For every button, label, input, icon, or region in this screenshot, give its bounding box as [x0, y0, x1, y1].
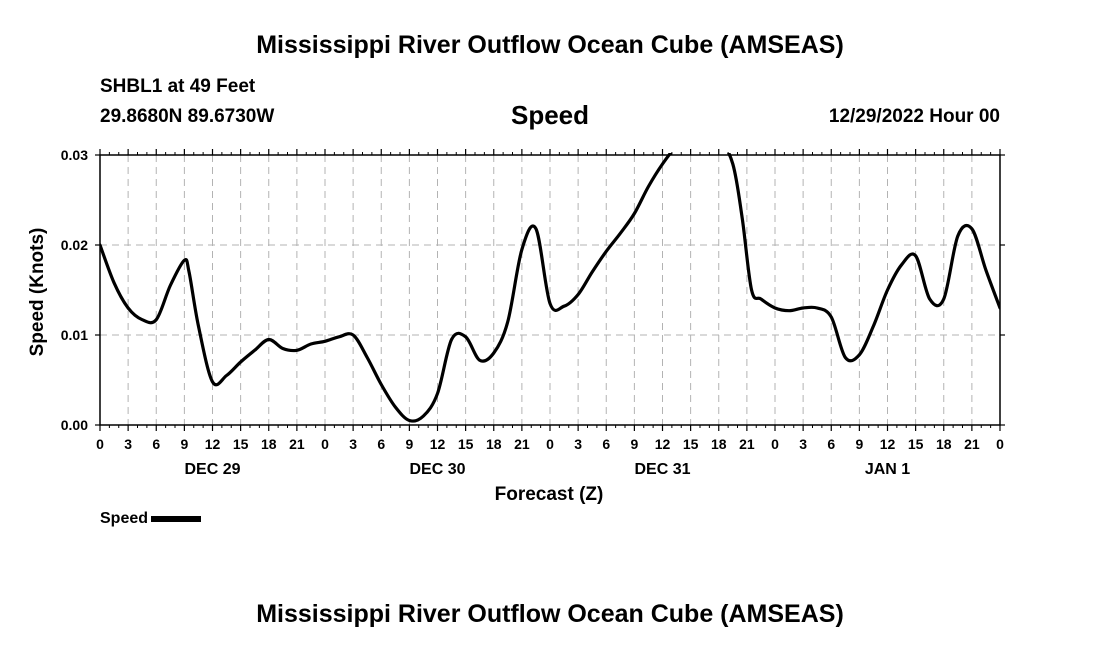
x-tick-label: 18 — [486, 436, 502, 452]
x-tick-label: 0 — [996, 436, 1004, 452]
x-tick-label: 21 — [514, 436, 530, 452]
coordinates-label: 29.8680N 89.6730W — [100, 106, 275, 127]
x-tick-label: 6 — [827, 436, 835, 452]
x-tick-label: 15 — [908, 436, 924, 452]
x-tick-label: 21 — [289, 436, 305, 452]
x-tick-label: 3 — [349, 436, 357, 452]
x-tick-label: 18 — [711, 436, 727, 452]
chart-area: 0.00 0.01 0.02 0.03 0 3 6 9 12 15 18 21 0 3 6 9 12 15 18 2… — [27, 147, 1005, 505]
legend-swatch — [151, 516, 202, 522]
y-tick-label: 0.03 — [61, 147, 88, 163]
x-tick-label: 0 — [546, 436, 554, 452]
chart-title: Mississippi River Outflow Ocean Cube (AM… — [256, 31, 844, 59]
x-tick-label: 21 — [739, 436, 755, 452]
day-labels: DEC 29 DEC 30 DEC 31 JAN 1 — [184, 461, 910, 478]
y-tick-label: 0.02 — [61, 237, 88, 253]
day-label: DEC 29 — [184, 461, 240, 478]
y-tick-label: 0.01 — [61, 327, 88, 343]
grid-lines — [100, 155, 1000, 425]
x-tick-label: 15 — [458, 436, 474, 452]
x-tick-label: 18 — [936, 436, 952, 452]
data-layer — [100, 153, 1000, 423]
x-tick-label: 15 — [233, 436, 249, 452]
legend: Speed — [100, 510, 202, 528]
x-tick-label: 6 — [377, 436, 385, 452]
y-tick-label: 0.00 — [61, 417, 88, 433]
datetime-label: 12/29/2022 Hour 00 — [828, 106, 1000, 127]
station-label: SHBL1 at 49 Feet — [100, 76, 256, 97]
x-tick-labels: 0 3 6 9 12 15 18 21 0 3 6 9 12 15 18 21 0 3 6 9 12 15 18 21 0 3 6 9… — [96, 436, 1004, 452]
legend-label: Speed — [100, 510, 149, 527]
x-tick-label: 0 — [321, 436, 329, 452]
y-tick-labels: 0.00 0.01 0.02 0.03 — [61, 147, 88, 433]
x-tick-label: 9 — [855, 436, 863, 452]
day-label: DEC 30 — [409, 461, 465, 478]
day-label: JAN 1 — [865, 461, 910, 478]
x-tick-label: 0 — [96, 436, 104, 452]
x-axis-title: Forecast (Z) — [495, 484, 604, 505]
x-tick-label: 3 — [574, 436, 582, 452]
day-label: DEC 31 — [634, 461, 690, 478]
x-tick-label: 12 — [655, 436, 671, 452]
variable-title: Speed — [510, 100, 590, 130]
x-tick-label: 3 — [799, 436, 807, 452]
x-tick-label: 15 — [683, 436, 699, 452]
x-tick-label: 12 — [430, 436, 446, 452]
x-tick-label: 12 — [880, 436, 896, 452]
x-tick-label: 9 — [180, 436, 188, 452]
footer-title: Mississippi River Outflow Ocean Cube (AM… — [256, 600, 844, 628]
x-tick-label: 12 — [205, 436, 221, 452]
x-tick-label: 18 — [261, 436, 277, 452]
y-axis-title: Speed (Knots) — [27, 228, 48, 357]
x-tick-label: 6 — [152, 436, 160, 452]
x-tick-label: 21 — [964, 436, 980, 452]
tick-marks — [95, 149, 1005, 431]
x-tick-label: 9 — [630, 436, 638, 452]
x-tick-label: 9 — [405, 436, 413, 452]
x-tick-label: 6 — [602, 436, 610, 452]
x-tick-label: 0 — [771, 436, 779, 452]
series-line-speed — [100, 153, 1000, 423]
x-tick-label: 3 — [124, 436, 132, 452]
